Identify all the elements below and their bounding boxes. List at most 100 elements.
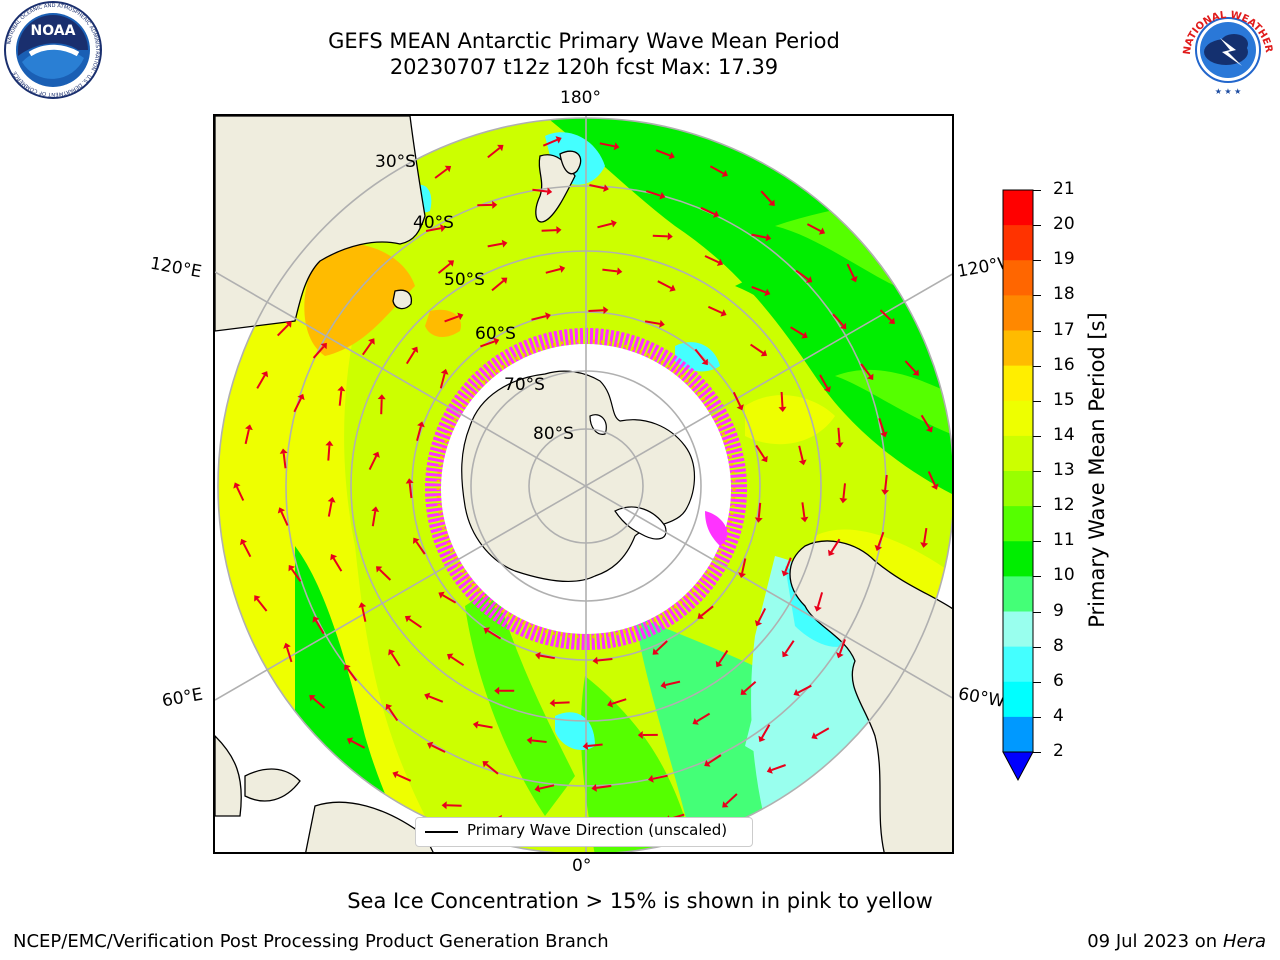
wave-arrow-shaft <box>780 391 784 408</box>
wave-arrow-head <box>823 386 831 393</box>
wave-arrow-head <box>337 385 346 392</box>
wave-arrow-head <box>782 650 789 658</box>
map-panel[interactable] <box>213 114 954 854</box>
legend-label: Primary Wave Direction (unscaled) <box>467 821 728 839</box>
wave-arrow-shaft <box>408 482 413 499</box>
wave-arrow-head <box>556 226 562 235</box>
lon-label-120e: 120°E <box>148 253 204 283</box>
wave-arrow-shaft <box>694 348 706 362</box>
wave-arrow-shaft <box>554 701 570 704</box>
wave-arrow-head <box>285 321 292 328</box>
wave-arrow-head <box>582 742 589 750</box>
wave-arrow-shaft <box>707 305 723 314</box>
wave-arrow-head <box>526 736 533 745</box>
wave-arrow-head <box>388 649 395 656</box>
wave-arrow-shaft <box>751 285 767 294</box>
wave-arrow-shaft <box>611 698 627 705</box>
wave-arrow-shaft <box>491 280 505 292</box>
wave-arrow-head <box>738 572 746 578</box>
wave-arrow-shaft <box>815 727 830 737</box>
wave-arrow-head <box>701 358 708 366</box>
wave-arrow-shaft <box>425 227 442 232</box>
wave-arrow-shaft <box>877 531 885 547</box>
colorbar-tick-label: 11 <box>1053 530 1075 551</box>
wave-arrow-head <box>704 759 711 767</box>
wave-arrow-head <box>501 239 508 248</box>
colorbar-band <box>1003 435 1033 472</box>
wave-arrow-head <box>288 565 295 572</box>
wave-arrow-head <box>309 695 316 702</box>
colorbar-tick-mark <box>1033 260 1041 262</box>
wave-arrow-head <box>659 191 666 200</box>
wave-arrow-shaft <box>732 391 742 407</box>
colorbar-tick-label: 19 <box>1053 249 1075 270</box>
wave-arrow-head <box>793 689 800 697</box>
wave-arrow-head <box>546 187 553 196</box>
noaa-text: NOAA <box>31 23 76 39</box>
wave-arrow-head <box>254 595 261 602</box>
wave-arrow-shaft <box>280 511 289 526</box>
wave-arrow-head <box>457 312 464 321</box>
wave-arrow-shaft <box>327 445 331 461</box>
wave-arrow-shaft <box>644 320 661 325</box>
wave-arrow-shaft <box>541 229 557 232</box>
wave-arrow-shaft <box>741 558 747 574</box>
wave-arrow-shaft <box>439 373 446 389</box>
wave-arrow-head <box>534 784 541 793</box>
wave-arrow-shaft <box>790 326 804 336</box>
wave-arrow-head <box>925 426 933 433</box>
polar-map[interactable] <box>215 116 954 854</box>
wave-arrow-head <box>261 371 269 378</box>
wave-arrow-head <box>312 616 320 623</box>
wave-arrow-head <box>591 783 597 792</box>
lon-label-180: 180° <box>560 88 601 108</box>
wave-arrow-shaft <box>312 697 326 709</box>
wave-arrow-head <box>659 319 665 328</box>
colorbar-tick-label: 17 <box>1053 319 1075 340</box>
wave-arrow-shaft <box>655 149 671 157</box>
wave-arrow-head <box>592 656 598 665</box>
wave-arrow-head <box>297 393 305 401</box>
lon-label-60e: 60°E <box>160 684 205 712</box>
wave-arrow-head <box>483 627 490 635</box>
wave-arrow-shaft <box>750 343 764 354</box>
wave-arrow-shaft <box>276 324 289 337</box>
wave-arrow-shaft <box>256 598 268 612</box>
colorbar-tick-label: 12 <box>1053 495 1075 516</box>
wave-arrow-head <box>778 406 787 412</box>
wave-arrow-shaft <box>709 165 724 175</box>
wave-arrow-head <box>497 144 504 152</box>
colorbar-tick-mark <box>1033 752 1041 753</box>
wave-arrow-head <box>697 612 704 619</box>
wave-arrow-head <box>811 732 818 740</box>
wave-arrow-head <box>721 170 728 177</box>
wave-arrow-head <box>800 516 809 523</box>
colorbar-band <box>1003 330 1033 367</box>
wave-arrow-head <box>758 735 766 742</box>
wave-arrow-shaft <box>312 346 325 359</box>
colorbar-tick-mark <box>1033 190 1041 191</box>
wave-arrow-head <box>920 542 929 548</box>
wave-arrow-head <box>740 688 747 695</box>
wave-arrow-shaft <box>361 341 373 356</box>
wave-arrow-head <box>766 766 773 774</box>
wave-arrow-shaft <box>761 724 771 739</box>
lon-label-60w: 60°W <box>956 684 1007 712</box>
wave-arrow-head <box>376 566 383 573</box>
footer-credit: NCEP/EMC/Verification Post Processing Pr… <box>13 931 609 952</box>
wave-arrow-shaft <box>596 784 612 789</box>
wave-arrow-shaft <box>795 269 809 281</box>
wave-arrow-shaft <box>599 142 615 148</box>
wave-arrow-head <box>413 537 420 544</box>
wave-arrow-head <box>405 478 414 484</box>
wave-arrow-shaft <box>589 184 605 190</box>
wave-arrow-head <box>798 459 807 466</box>
wave-arrow-shaft <box>350 740 366 749</box>
wave-arrow-head <box>668 151 675 160</box>
wave-arrow-head <box>835 442 844 448</box>
wave-arrow-shaft <box>837 427 841 443</box>
colorbar-band <box>1003 260 1033 296</box>
wave-arrow-head <box>239 538 247 546</box>
colorbar-tick-mark <box>1033 611 1041 613</box>
lat-label-30s: 30°S <box>375 152 416 172</box>
